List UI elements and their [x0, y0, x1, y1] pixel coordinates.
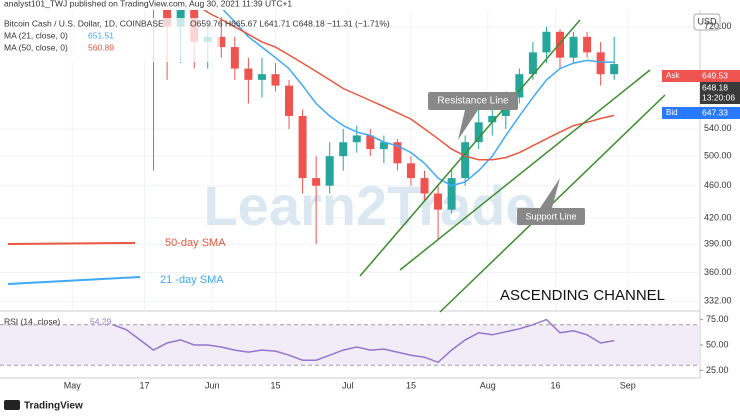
bid-label: Bid — [666, 108, 678, 117]
candle-body — [379, 142, 388, 150]
y-tick-label: 460.00 — [704, 180, 732, 190]
candle-body — [325, 156, 334, 186]
resistance-line — [359, 19, 581, 277]
legend-ma-value: 560.89 — [88, 42, 114, 52]
rsi-line — [112, 318, 615, 364]
candle-body — [447, 178, 456, 210]
candle-body — [285, 85, 294, 116]
candle-body — [271, 74, 280, 86]
support-label: Support Line — [525, 211, 576, 221]
legend-bg — [0, 18, 220, 62]
candle-body — [217, 36, 226, 48]
currency-box — [693, 13, 721, 31]
candle-body — [542, 31, 551, 53]
sma21-label: 21 -day SMA — [160, 274, 224, 286]
x-tick-label: Sep — [620, 380, 636, 390]
resistance-label: Resistance Line — [437, 96, 509, 107]
currency: USD — [697, 16, 717, 26]
candle-body — [461, 142, 470, 179]
candle-body — [312, 178, 321, 186]
candle-body — [569, 36, 578, 58]
ma-line — [222, 10, 615, 187]
support-pointer — [540, 178, 560, 208]
candle-body — [298, 115, 307, 179]
bid-box — [662, 107, 700, 119]
ask-price-box — [700, 70, 740, 82]
y-tick-label: 540.00 — [704, 123, 732, 133]
candle-body — [352, 135, 361, 143]
candle-body — [230, 47, 239, 69]
rsi-tick-label: 25.00 — [706, 365, 729, 375]
bid-price-box — [700, 107, 740, 119]
legend-ohlc: O659.76 H665.67 L641.71 C648.18 −11.31 (… — [190, 18, 390, 28]
candle-body — [406, 163, 415, 179]
ask-price: 649.53 — [702, 70, 728, 80]
sma50-label: 50-day SMA — [165, 237, 226, 249]
x-tick-label: May — [64, 380, 82, 390]
candle-body — [257, 74, 266, 80]
rsi-title: RSI (14, close) — [4, 316, 60, 326]
x-tick-label: 15 — [270, 380, 280, 390]
candle-body — [420, 178, 429, 194]
support-box — [517, 208, 585, 225]
candle-body — [596, 52, 605, 75]
ask-box — [662, 70, 700, 82]
x-tick-label: Jul — [342, 380, 354, 390]
legend-ma-name: MA (21, close, 0) — [4, 30, 68, 40]
ma-line — [202, 10, 615, 161]
tv-logo — [4, 400, 20, 410]
candle-body — [339, 142, 348, 157]
candle-body — [583, 36, 592, 53]
candle-body — [488, 115, 497, 123]
footer: TradingView — [24, 401, 83, 412]
countdown: 13:20:06 — [702, 92, 735, 102]
channel-title: ASCENDING CHANNEL — [500, 287, 665, 304]
bid-price: 647.33 — [702, 107, 728, 117]
candle-body — [556, 31, 564, 58]
header: analyst101_TWJ published on TradingView.… — [4, 0, 292, 8]
candle-body — [610, 64, 619, 75]
candle-body — [474, 122, 483, 143]
candle-body — [528, 52, 537, 75]
resistance-pointer — [458, 110, 478, 140]
x-tick-label: 16 — [550, 380, 560, 390]
x-tick-label: 15 — [406, 380, 416, 390]
resistance-box — [428, 92, 518, 110]
y-tick-label: 720.00 — [704, 21, 732, 31]
plot: Learn2Trade — [0, 10, 700, 310]
sma50-key — [7, 242, 136, 245]
candle-body — [434, 193, 443, 210]
sma21-key — [7, 276, 141, 285]
candle-body — [366, 135, 375, 150]
candle-body — [244, 68, 253, 80]
y-tick-label: 420.00 — [704, 212, 732, 222]
y-tick-label: 332.00 — [704, 296, 732, 306]
rsi-value: 54.29 — [90, 316, 112, 326]
legend-title: Bitcoin Cash / U.S. Dollar, 1D, COINBASE — [4, 18, 164, 28]
y-tick-label: 500.00 — [704, 151, 732, 161]
x-tick-label: Aug — [480, 380, 496, 390]
legend-ma-name: MA (50, close, 0) — [4, 42, 68, 52]
rsi-band — [0, 324, 700, 366]
last-box — [700, 82, 740, 104]
y-tick-label: 390.00 — [704, 239, 732, 249]
rsi-tick-label: 50.00 — [706, 339, 729, 349]
watermark: Learn2Trade — [203, 174, 536, 237]
channel-line — [399, 69, 651, 271]
rsi-tick-label: 75.00 — [706, 314, 729, 324]
candle-body — [515, 74, 524, 98]
legend-ma-value: 651.51 — [88, 30, 114, 40]
y-tick-label: 360.00 — [704, 267, 732, 277]
ask-label: Ask — [666, 71, 680, 80]
x-tick-label: 17 — [140, 380, 150, 390]
last-price: 648.18 — [702, 82, 728, 92]
candle-body — [393, 142, 402, 164]
x-tick-label: Jun — [205, 380, 220, 390]
